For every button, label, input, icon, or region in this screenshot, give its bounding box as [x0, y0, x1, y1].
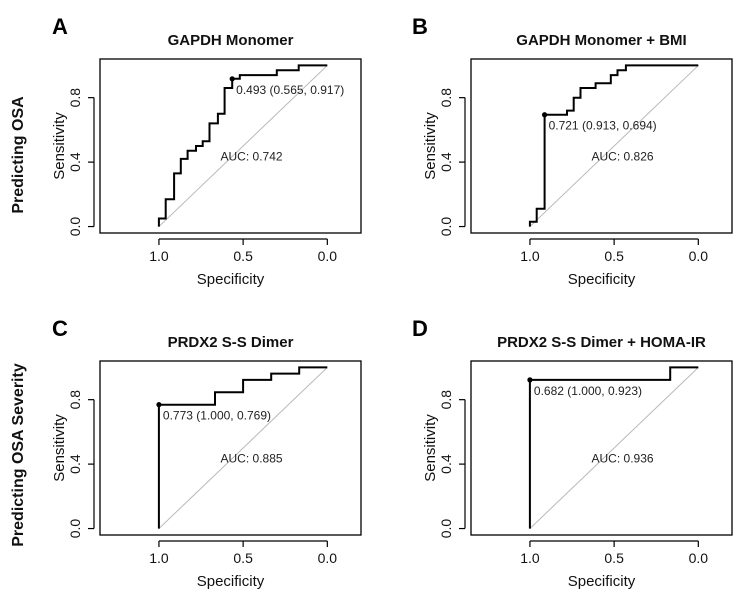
y-tick-label: 0.4 [67, 454, 83, 474]
roc-curve [528, 366, 699, 529]
y-tick-label: 0.4 [438, 454, 454, 474]
roc-panel-a: A GAPDH Monomer 0.493 (0.565, 0.917) AUC: 0… [51, 14, 362, 288]
roc-curve [157, 366, 328, 529]
row-label-osa-severity: Predicting OSA Severity [10, 363, 27, 547]
x-axis-label: Specificity [568, 271, 636, 288]
x-tick-label: 0.5 [233, 248, 253, 264]
y-tick-label: 0.0 [438, 217, 454, 237]
threshold-point [229, 76, 235, 82]
roc-curve [528, 64, 699, 227]
x-tick-label: 1.0 [149, 248, 169, 264]
x-tick-label: 0.0 [689, 248, 709, 264]
y-tick-label: 0.0 [438, 519, 454, 539]
y-tick-label: 0.0 [67, 519, 83, 539]
roc-panel-c: C PRDX2 S-S Dimer 0.773 (1.000, 0.769) AUC:… [51, 316, 362, 590]
plot-frame [470, 360, 733, 536]
roc-panel-b: B GAPDH Monomer + BMI 0.721 (0.913, 0.694)… [412, 14, 733, 288]
row-label-osa: Predicting OSA [10, 96, 27, 214]
chart-title: GAPDH Monomer + BMI [516, 32, 686, 49]
chance-line [158, 65, 328, 227]
y-tick-label: 0.4 [67, 152, 83, 172]
x-tick-label: 1.0 [149, 550, 169, 566]
chance-line [158, 367, 328, 529]
threshold-point [156, 402, 162, 408]
y-tick-label: 0.0 [67, 217, 83, 237]
y-axis-label: Sensitivity [51, 112, 68, 180]
x-tick-label: 0.0 [318, 248, 338, 264]
chart-title: GAPDH Monomer [168, 32, 294, 49]
y-tick-label: 0.4 [438, 152, 454, 172]
panel-letter: C [52, 316, 68, 341]
x-tick-label: 0.5 [233, 550, 253, 566]
x-axis-label: Specificity [197, 573, 265, 590]
roc-curve [157, 64, 328, 227]
y-tick-label: 0.8 [438, 88, 454, 108]
auc-label: AUC: 0.936 [592, 451, 654, 465]
chart-title: PRDX2 S-S Dimer [168, 334, 294, 351]
x-tick-label: 0.5 [604, 550, 624, 566]
chart-title: PRDX2 S-S Dimer + HOMA-IR [497, 334, 706, 351]
x-tick-label: 1.0 [520, 248, 540, 264]
auc-label: AUC: 0.885 [221, 451, 283, 465]
x-axis-label: Specificity [197, 271, 265, 288]
y-axis-label: Sensitivity [422, 414, 439, 482]
panel-letter: A [52, 14, 68, 39]
threshold-point [541, 112, 548, 118]
threshold-label: 0.682 (1.000, 0.923) [534, 384, 642, 398]
x-tick-label: 1.0 [520, 550, 540, 566]
plot-frame [99, 58, 362, 234]
plot-frame [470, 58, 733, 234]
x-tick-label: 0.5 [604, 248, 624, 264]
threshold-label: 0.721 (0.913, 0.694) [549, 119, 657, 133]
chance-line [529, 65, 699, 227]
auc-label: AUC: 0.826 [592, 149, 654, 163]
threshold-label: 0.773 (1.000, 0.769) [163, 409, 271, 423]
plot-frame [99, 360, 362, 536]
x-tick-label: 0.0 [318, 550, 338, 566]
y-axis-label: Sensitivity [422, 112, 439, 180]
y-tick-label: 0.8 [438, 390, 454, 410]
panel-letter: D [412, 316, 428, 341]
y-axis-label: Sensitivity [51, 414, 68, 482]
y-tick-label: 0.8 [67, 88, 83, 108]
panel-letter: B [412, 14, 428, 39]
auc-label: AUC: 0.742 [221, 149, 283, 163]
x-tick-label: 0.0 [689, 550, 709, 566]
threshold-label: 0.493 (0.565, 0.917) [236, 83, 344, 97]
y-tick-label: 0.8 [67, 390, 83, 410]
threshold-point [527, 377, 533, 383]
chance-line [529, 367, 699, 529]
roc-panel-d: D PRDX2 S-S Dimer + HOMA-IR 0.682 (1.000, … [412, 316, 733, 590]
x-axis-label: Specificity [568, 573, 636, 590]
